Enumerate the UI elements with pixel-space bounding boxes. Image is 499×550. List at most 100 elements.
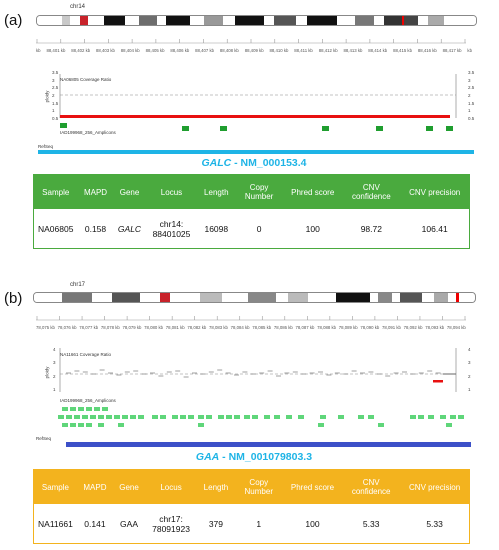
cell-length: 16098 <box>204 223 229 234</box>
ruler-tick-label: 88,404 kb <box>120 48 140 53</box>
results-table-b: Sample MAPD Gene Locus Length Copy Numbe… <box>33 469 470 544</box>
amplicon <box>102 407 108 411</box>
ruler-tick-label: 78,083 kb <box>209 325 228 330</box>
ruler-tick-label: 88,409 kb <box>244 48 264 53</box>
ruler-tick-label: 78,093 kb <box>425 325 445 330</box>
amplicon <box>252 415 258 419</box>
ruler-tick-label: 88,405 kb <box>145 48 165 53</box>
cell-confidence: 5.33 <box>362 518 380 529</box>
ruler-tick-label: 78,088 kb <box>317 325 336 330</box>
amplicon <box>86 407 92 411</box>
cell-mapd: 0.158 <box>84 223 107 234</box>
y-tick-labels-b-right: 4 3 2 1 <box>468 347 480 392</box>
amplicon <box>218 415 224 419</box>
ruler-tick-label: 78,092 kb <box>403 325 423 330</box>
y-tick-label: 1 <box>53 387 56 392</box>
gene-name-a: GALC <box>201 157 232 169</box>
amplicon <box>220 126 227 131</box>
amplicon <box>198 415 204 419</box>
y-tick-label: 1 <box>468 387 471 392</box>
col-length: Length <box>197 174 236 209</box>
amplicon <box>206 415 212 419</box>
ruler-tick-label: 78,077 kb <box>79 325 99 330</box>
y-tick-label: 3 <box>53 360 56 366</box>
col-locus: Locus <box>145 174 198 209</box>
amplicon <box>138 415 144 419</box>
amplicon <box>368 415 374 419</box>
table-header-row: Sample MAPD Gene Locus Length Copy Numbe… <box>33 174 470 209</box>
col-precision: CNV precision <box>400 469 470 504</box>
amplicon <box>98 423 104 427</box>
ruler-tick-label: 78,078 kb <box>100 325 120 330</box>
amplicon <box>322 126 329 131</box>
amplicon <box>62 423 68 427</box>
col-confidence: CNV confidence <box>342 469 401 504</box>
col-locus: Locus <box>145 469 198 504</box>
ruler-tick-label: 88,411 kb <box>294 48 313 53</box>
amplicon <box>244 415 250 419</box>
y-tick-label: 3.5 <box>52 70 59 75</box>
amplicon <box>60 123 67 128</box>
refseq-label-b: RefSeq <box>36 436 52 441</box>
ruler-tick-label: 78,079 kb <box>122 325 142 330</box>
col-sample: Sample <box>33 174 78 209</box>
ruler-tick-label: 78,086 kb <box>273 325 293 330</box>
amplicon <box>426 126 433 131</box>
ruler-tick-label: 88,416 kb <box>417 48 437 53</box>
amplicon <box>152 415 158 419</box>
coverage-title-a: NA06805 Coverage Ratio <box>60 77 112 82</box>
y-tick-label: 2.5 <box>468 85 475 91</box>
cell-locus: chr17: 78091923 <box>152 513 190 534</box>
amplicon <box>198 423 204 427</box>
amplicon <box>66 415 72 419</box>
ruler-tick-label: 78,076 kb <box>57 325 77 330</box>
ruler-tick-label: 78,081 kb <box>165 325 185 330</box>
col-mapd: MAPD <box>77 174 114 209</box>
col-confidence: CNV confidence <box>342 174 401 209</box>
amplicon <box>286 415 292 419</box>
refseq-label-a: RefSeq <box>38 144 54 149</box>
amplicon <box>160 415 166 419</box>
amplicon <box>428 415 434 419</box>
ruler-tick-label: 88,410 kb <box>269 48 289 53</box>
coverage-title-b: NA11661 Coverage Ratio <box>60 352 111 357</box>
table-row: NA06805 0.158 GALC chr14: 88401025 16098… <box>34 209 470 249</box>
col-sample: Sample <box>33 469 77 504</box>
col-phred: Phred score <box>283 174 343 209</box>
ruler-tick-label: 88,402 kb <box>71 48 91 53</box>
results-table-a: Sample MAPD Gene Locus Length Copy Numbe… <box>33 174 470 249</box>
gene-track-b <box>66 442 471 447</box>
amplicon <box>182 126 189 131</box>
ruler-tick-label: kb <box>36 48 41 53</box>
cnv-deletion-segment-b <box>433 380 443 383</box>
y-tick-label: 3.5 <box>468 70 475 75</box>
panel-b-label: (b) <box>4 290 23 307</box>
cell-length: 379 <box>208 518 223 529</box>
amplicon <box>338 415 344 419</box>
col-length: Length <box>197 469 235 504</box>
panel-a-label: (a) <box>4 12 23 29</box>
chromosome-label-b: chr17 <box>70 282 86 288</box>
amplicon <box>446 126 453 131</box>
ruler-tick-label: 78,087 kb <box>295 325 315 330</box>
cell-phred: 100 <box>305 223 320 234</box>
y-tick-label: 0.5 <box>468 116 475 121</box>
amplicon <box>378 423 384 427</box>
ruler-tick-label: 88,415 kb <box>393 48 412 53</box>
ruler-tick-label: 88,414 kb <box>368 48 388 53</box>
amplicon <box>410 415 416 419</box>
amplicon <box>78 423 84 427</box>
col-copy-number: Copy Number <box>234 469 283 504</box>
amplicon <box>90 415 96 419</box>
ruler-tick-label: kb <box>467 48 472 53</box>
amplicon <box>122 415 128 419</box>
col-gene: Gene <box>113 469 146 504</box>
chromosome-ideogram-b <box>33 292 476 303</box>
col-gene: Gene <box>113 174 146 209</box>
amplicon <box>58 415 64 419</box>
amplicons-title-b: IAD199968_256_Amplicons <box>60 398 116 403</box>
amplicon <box>62 407 68 411</box>
y-tick-label: 1.5 <box>468 100 475 106</box>
y-tick-label: 2.5 <box>52 85 59 91</box>
cell-sample: NA06805 <box>38 223 74 234</box>
